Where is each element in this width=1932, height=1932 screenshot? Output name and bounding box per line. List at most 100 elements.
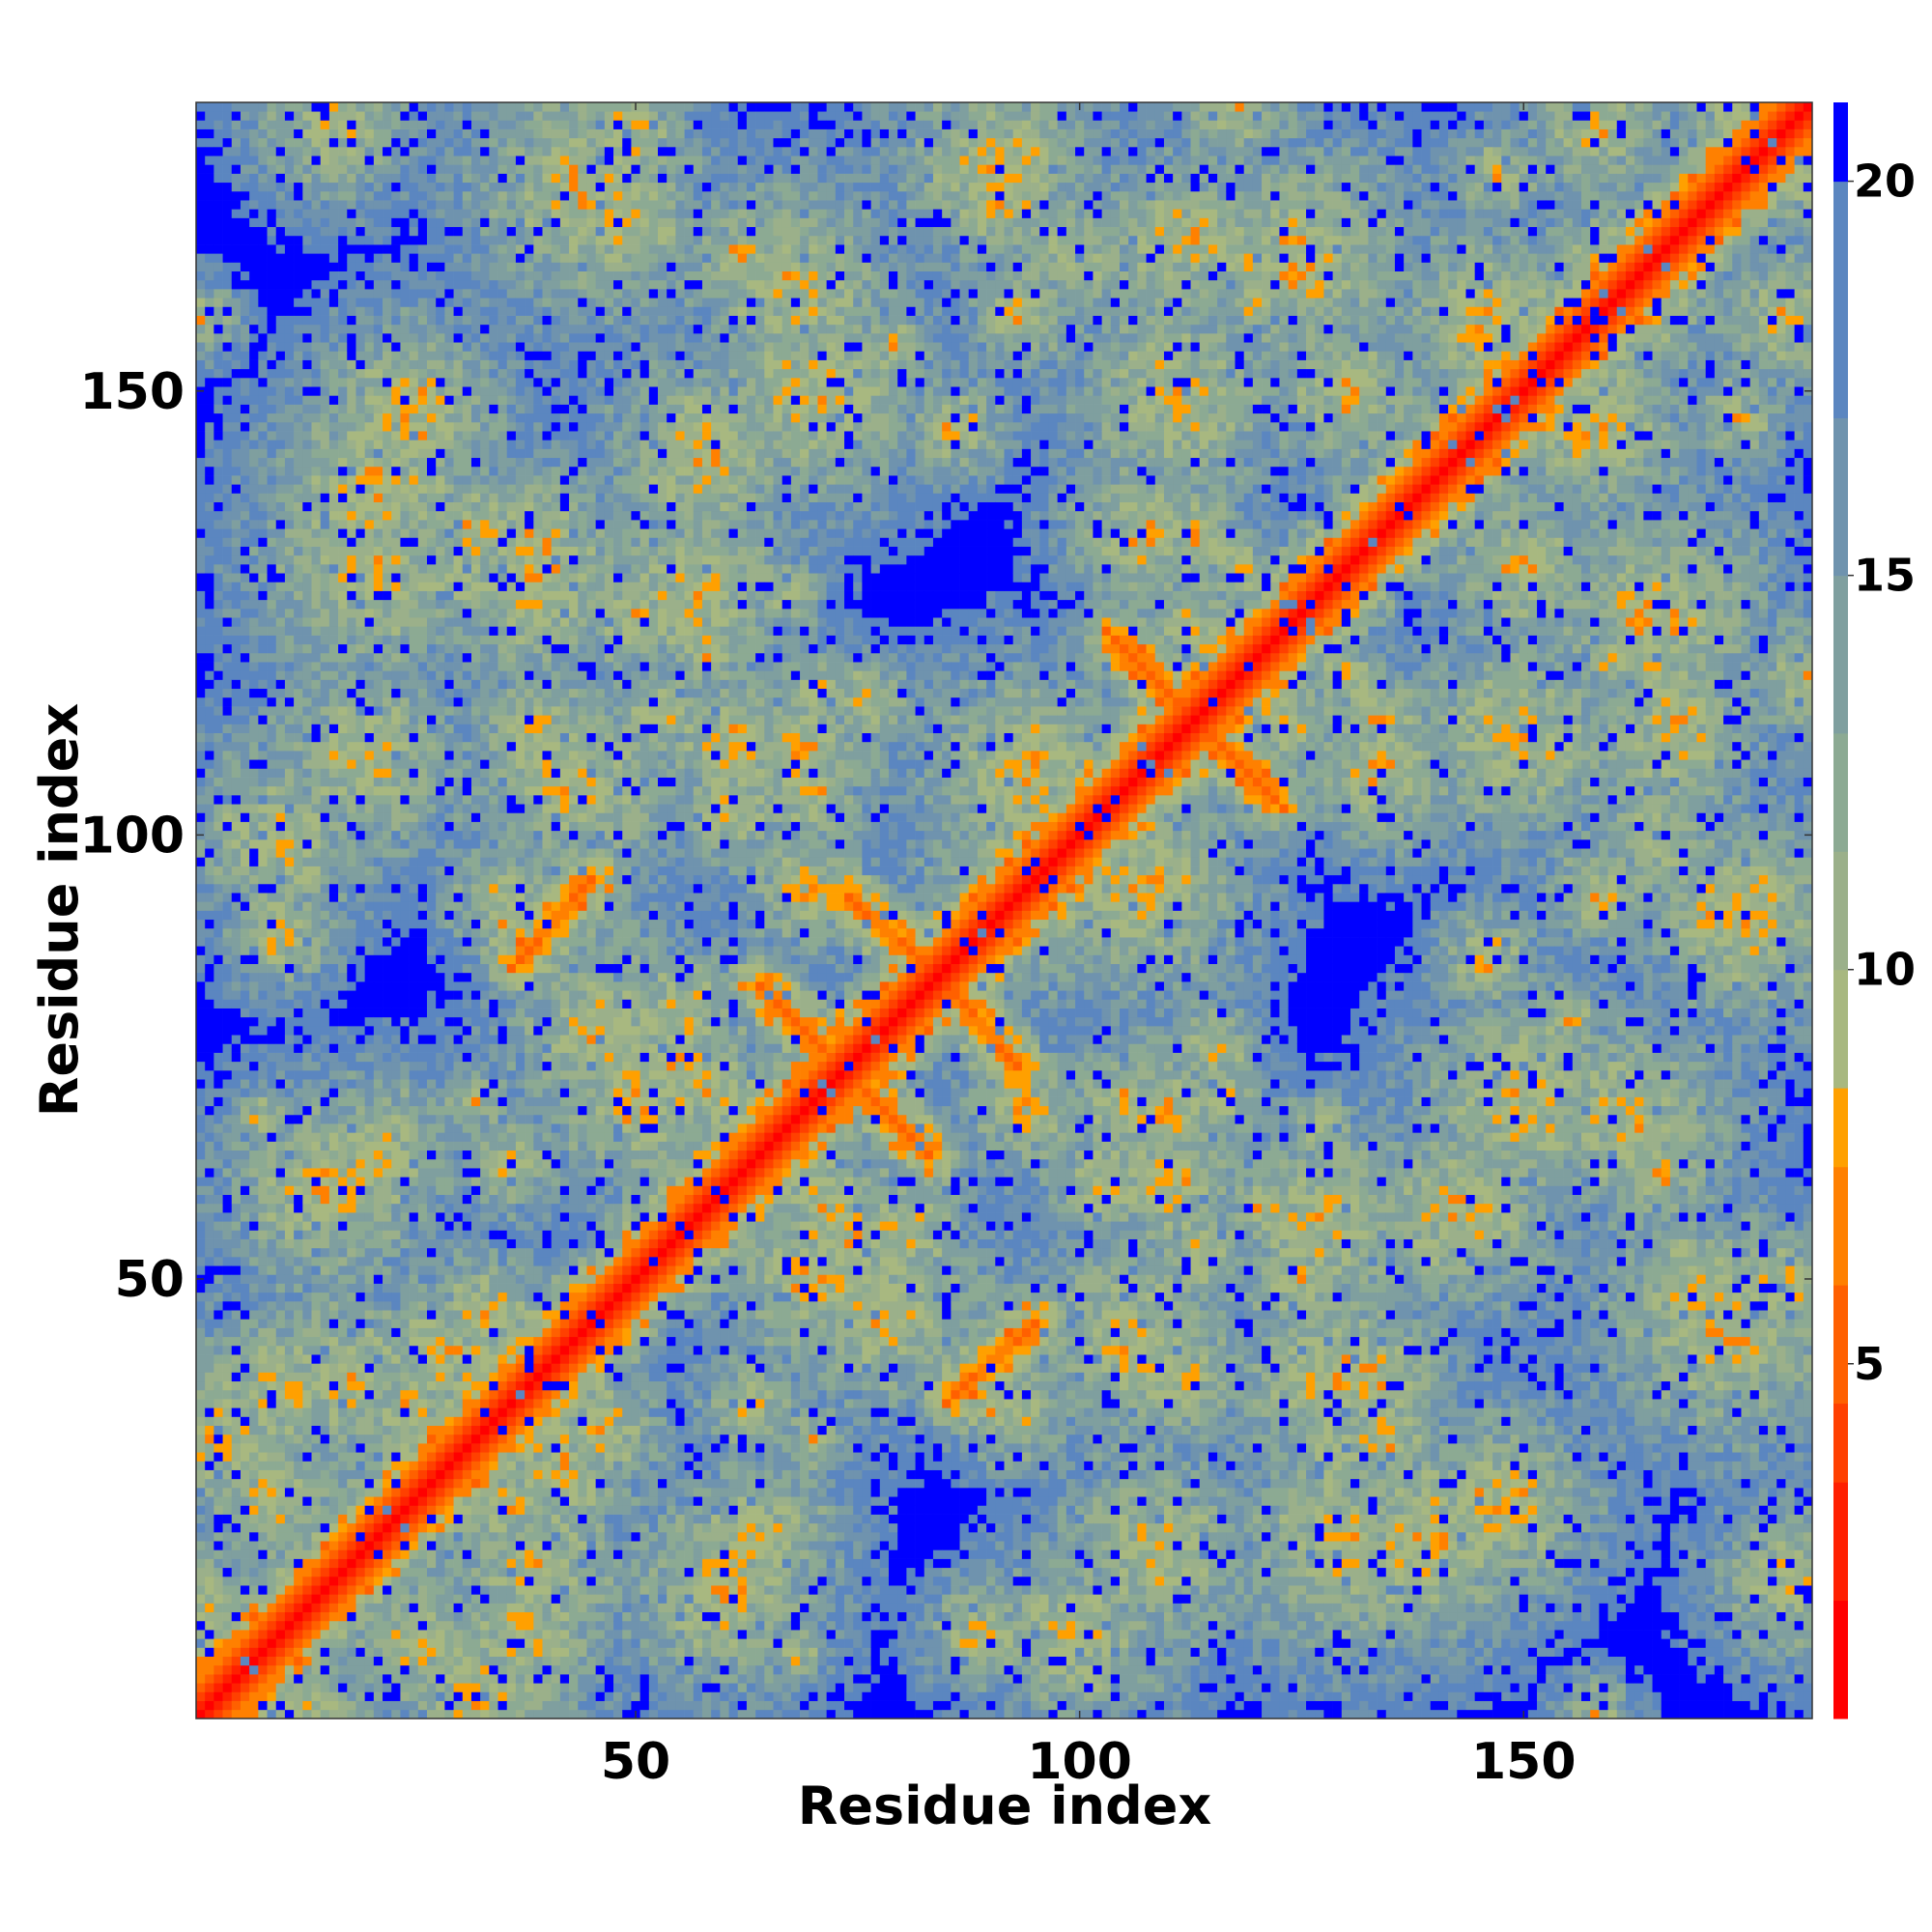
heatmap-cell — [196, 1657, 206, 1666]
heatmap-cell — [321, 1115, 330, 1124]
heatmap-cell — [302, 1301, 312, 1311]
heatmap-cell — [249, 502, 259, 512]
heatmap-cell — [321, 1630, 330, 1639]
heatmap-cell — [418, 911, 428, 921]
heatmap-cell — [329, 742, 339, 752]
heatmap-cell — [302, 1496, 312, 1506]
heatmap-cell — [241, 875, 250, 885]
heatmap-cell — [205, 244, 214, 254]
heatmap-cell — [383, 954, 392, 964]
heatmap-cell — [249, 778, 259, 787]
heatmap-cell — [329, 1363, 339, 1373]
heatmap-cell — [276, 680, 286, 690]
heatmap-cell — [355, 1416, 365, 1426]
heatmap-cell — [365, 1390, 375, 1400]
heatmap-cell — [302, 1373, 312, 1382]
heatmap-cell — [294, 1674, 303, 1684]
heatmap-cell — [223, 147, 233, 156]
heatmap-cell — [410, 884, 419, 894]
heatmap-cell — [374, 973, 384, 982]
heatmap-cell — [268, 1328, 277, 1338]
heatmap-cell — [374, 875, 384, 885]
heatmap-cell — [347, 1435, 356, 1444]
heatmap-cell — [232, 1515, 242, 1524]
heatmap-cell — [205, 1053, 214, 1063]
heatmap-cell — [383, 1053, 392, 1063]
heatmap-cell — [365, 1683, 375, 1692]
heatmap-cell — [321, 689, 330, 698]
heatmap-cell — [321, 1461, 330, 1470]
heatmap-cell — [285, 369, 295, 379]
heatmap-cell — [196, 1319, 206, 1328]
heatmap-cell — [276, 573, 286, 582]
heatmap-cell — [249, 1577, 259, 1586]
heatmap-cell — [268, 1479, 277, 1489]
heatmap-cell — [436, 1177, 445, 1186]
heatmap-cell — [276, 768, 286, 778]
heatmap-cell — [347, 1115, 356, 1124]
heatmap-cell — [383, 528, 392, 538]
heatmap-cell — [258, 609, 268, 618]
heatmap-cell — [258, 174, 268, 184]
heatmap-cell — [312, 1549, 322, 1559]
heatmap-cell — [312, 386, 322, 396]
heatmap-cell — [232, 1204, 242, 1213]
heatmap-cell — [374, 1088, 384, 1097]
heatmap-cell — [258, 653, 268, 663]
heatmap-cell — [249, 369, 259, 379]
heatmap-cell — [249, 1443, 259, 1453]
heatmap-cell — [329, 689, 339, 698]
heatmap-cell — [294, 386, 303, 396]
heatmap-cell — [374, 831, 384, 840]
heatmap-cell — [312, 405, 322, 414]
heatmap-cell — [427, 1043, 437, 1053]
heatmap-cell — [268, 475, 277, 485]
heatmap-cell — [302, 244, 312, 254]
heatmap-cell — [232, 147, 242, 156]
heatmap-cell — [258, 662, 268, 671]
heatmap-cell — [276, 636, 286, 645]
heatmap-cell — [418, 1115, 428, 1124]
heatmap-cell — [258, 920, 268, 929]
heatmap-cell — [410, 1647, 419, 1657]
heatmap-cell — [196, 102, 206, 112]
heatmap-cell — [241, 164, 250, 174]
heatmap-cell — [436, 1053, 445, 1063]
heatmap-cell — [329, 1337, 339, 1347]
heatmap-cell — [213, 778, 223, 787]
heatmap-cell — [383, 1123, 392, 1133]
heatmap-cell — [365, 1274, 375, 1284]
heatmap-cell — [285, 733, 295, 743]
heatmap-cell — [276, 1284, 286, 1293]
heatmap-cell — [285, 156, 295, 165]
heatmap-cell — [391, 564, 401, 574]
heatmap-cell — [196, 1328, 206, 1338]
heatmap-cell — [383, 351, 392, 360]
heatmap-cell — [232, 1239, 242, 1249]
heatmap-cell — [391, 236, 401, 245]
heatmap-cell — [241, 1123, 250, 1133]
heatmap-cell — [338, 1532, 348, 1542]
heatmap-cell — [427, 1515, 437, 1524]
heatmap-cell — [329, 1009, 339, 1018]
heatmap-cell — [365, 617, 375, 627]
heatmap-cell — [391, 1381, 401, 1391]
heatmap-cell — [391, 174, 401, 184]
heatmap-cell — [347, 901, 356, 911]
heatmap-cell — [312, 440, 322, 449]
heatmap-cell — [338, 1585, 348, 1595]
heatmap-cell — [410, 786, 419, 796]
heatmap-cell — [249, 946, 259, 955]
heatmap-cell — [355, 1488, 365, 1497]
heatmap-cell — [232, 369, 242, 379]
heatmap-cell — [338, 946, 348, 955]
heatmap-cell — [258, 1604, 268, 1613]
heatmap-cell — [232, 1337, 242, 1347]
heatmap-cell — [338, 1319, 348, 1328]
heatmap-cell — [347, 839, 356, 849]
heatmap-cell — [338, 271, 348, 281]
heatmap-cell — [213, 156, 223, 165]
heatmap-cell — [249, 724, 259, 733]
heatmap-cell — [241, 839, 250, 849]
heatmap-cell — [427, 1319, 437, 1328]
